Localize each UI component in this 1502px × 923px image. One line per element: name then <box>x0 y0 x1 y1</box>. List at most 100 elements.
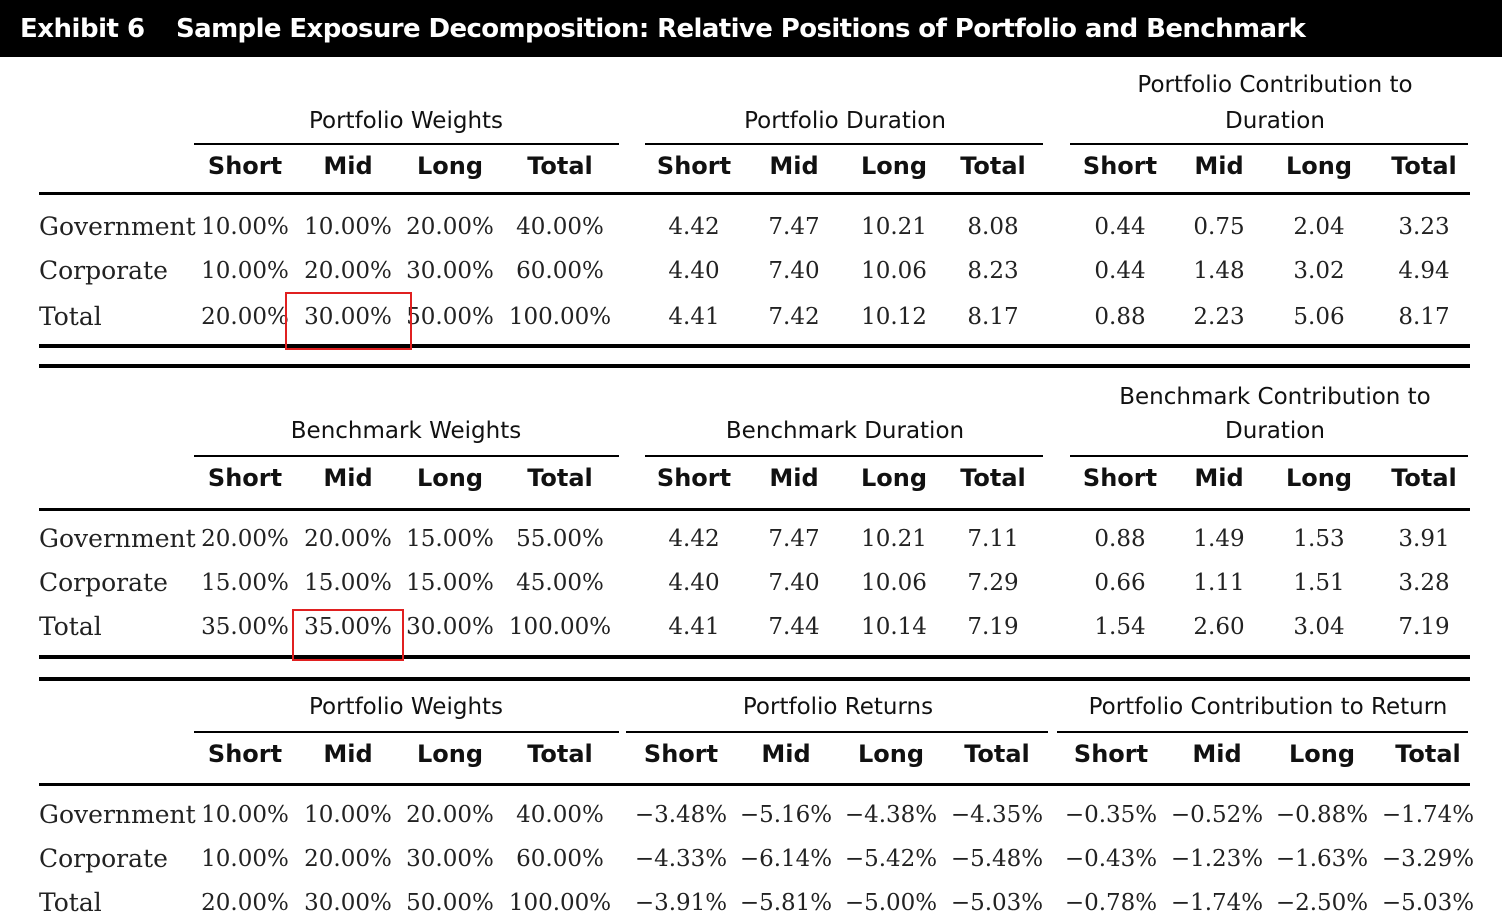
table-cell: 30.00% <box>406 846 494 872</box>
table-cell: 7.19 <box>967 614 1019 640</box>
table-cell: 4.42 <box>668 526 720 552</box>
section-rule <box>39 364 1470 368</box>
exhibit-number: Exhibit 6 <box>20 14 145 44</box>
table-cell: 2.60 <box>1193 614 1245 640</box>
table-cell: 60.00% <box>516 258 604 284</box>
table-cell: 3.91 <box>1398 526 1450 552</box>
row-label: Total <box>39 612 102 641</box>
table-cell: 2.23 <box>1193 304 1245 330</box>
row-label: Corporate <box>39 568 168 597</box>
table-cell: 60.00% <box>516 846 604 872</box>
table-cell: 10.00% <box>201 802 289 828</box>
table-cell: 4.42 <box>668 214 720 240</box>
table-cell: 15.00% <box>406 526 494 552</box>
column-header: Long <box>1285 464 1353 492</box>
column-header: Long <box>416 152 484 180</box>
column-header: Short <box>207 152 283 180</box>
table-cell: 0.44 <box>1094 258 1146 284</box>
group-underline <box>194 731 619 733</box>
table-cell: 3.02 <box>1293 258 1345 284</box>
highlight-box <box>285 292 412 350</box>
table-cell: 0.75 <box>1193 214 1245 240</box>
table-cell: 100.00% <box>508 304 612 330</box>
column-header: Total <box>1395 740 1461 768</box>
column-header: Mid <box>323 464 373 492</box>
section-bottom-rule <box>39 344 1470 348</box>
table-cell: −2.50% <box>1275 890 1369 916</box>
table-cell: 0.88 <box>1094 304 1146 330</box>
table-cell: 40.00% <box>516 214 604 240</box>
header-rule <box>39 508 1470 511</box>
exhibit-title: Sample Exposure Decomposition: Relative … <box>176 14 1306 44</box>
table-cell: 55.00% <box>516 526 604 552</box>
row-label: Total <box>39 302 102 331</box>
group-underline <box>626 731 1048 733</box>
table-cell: 30.00% <box>406 614 494 640</box>
column-header: Total <box>960 464 1026 492</box>
column-header: Mid <box>1194 464 1244 492</box>
table-cell: 3.28 <box>1398 570 1450 596</box>
table-cell: 30.00% <box>406 258 494 284</box>
table-cell: 35.00% <box>304 614 392 640</box>
table-cell: −5.03% <box>1381 890 1475 916</box>
table-cell: 15.00% <box>304 570 392 596</box>
table-cell: −4.35% <box>950 802 1044 828</box>
table-cell: 7.47 <box>768 214 820 240</box>
column-header: Short <box>656 464 732 492</box>
table-cell: 1.49 <box>1193 526 1245 552</box>
column-header: Short <box>656 152 732 180</box>
table-cell: 15.00% <box>406 570 494 596</box>
group-underline <box>645 455 1043 457</box>
column-header: Mid <box>769 152 819 180</box>
row-label: Government <box>39 524 196 553</box>
table-cell: 30.00% <box>304 890 392 916</box>
table-cell: 1.11 <box>1193 570 1245 596</box>
row-label: Government <box>39 800 196 829</box>
column-header: Mid <box>323 740 373 768</box>
table-cell: 10.21 <box>861 526 927 552</box>
group-header: Portfolio Contribution to Return <box>1088 694 1448 720</box>
table-cell: 1.48 <box>1193 258 1245 284</box>
column-header: Short <box>207 740 283 768</box>
group-underline <box>1070 455 1468 457</box>
table-cell: −1.63% <box>1275 846 1369 872</box>
group-underline <box>194 455 619 457</box>
column-header: Mid <box>761 740 811 768</box>
table-cell: 10.06 <box>861 258 927 284</box>
column-header: Short <box>1082 464 1158 492</box>
highlight-box <box>292 609 404 661</box>
table-cell: 7.19 <box>1398 614 1450 640</box>
group-header: Benchmark Weights <box>290 418 522 444</box>
exhibit-title-bar: Exhibit 6 Sample Exposure Decomposition:… <box>0 0 1502 57</box>
section-rule <box>39 655 1470 659</box>
column-header: Total <box>1391 464 1457 492</box>
table-cell: 3.23 <box>1398 214 1450 240</box>
group-header: Benchmark Duration <box>725 418 965 444</box>
table-cell: −5.00% <box>844 890 938 916</box>
table-cell: 20.00% <box>304 258 392 284</box>
table-cell: 1.51 <box>1293 570 1345 596</box>
table-cell: 8.17 <box>967 304 1019 330</box>
table-cell: 15.00% <box>201 570 289 596</box>
table-cell: 7.42 <box>768 304 820 330</box>
table-cell: 30.00% <box>304 304 392 330</box>
column-header: Total <box>527 740 593 768</box>
group-underline <box>1070 143 1468 145</box>
table-cell: 35.00% <box>201 614 289 640</box>
table-cell: −3.48% <box>634 802 728 828</box>
table-cell: 8.08 <box>967 214 1019 240</box>
table-cell: −1.23% <box>1170 846 1264 872</box>
header-rule <box>39 192 1470 195</box>
table-cell: −5.03% <box>950 890 1044 916</box>
table-cell: 0.66 <box>1094 570 1146 596</box>
table-cell: 1.54 <box>1094 614 1146 640</box>
table-cell: 7.44 <box>768 614 820 640</box>
table-cell: 5.06 <box>1293 304 1345 330</box>
table-cell: 10.00% <box>201 258 289 284</box>
table-cell: 4.40 <box>668 258 720 284</box>
group-header: Portfolio Weights <box>308 108 504 134</box>
column-header: Mid <box>769 464 819 492</box>
column-header: Long <box>857 740 925 768</box>
table-cell: 10.06 <box>861 570 927 596</box>
column-header: Total <box>964 740 1030 768</box>
